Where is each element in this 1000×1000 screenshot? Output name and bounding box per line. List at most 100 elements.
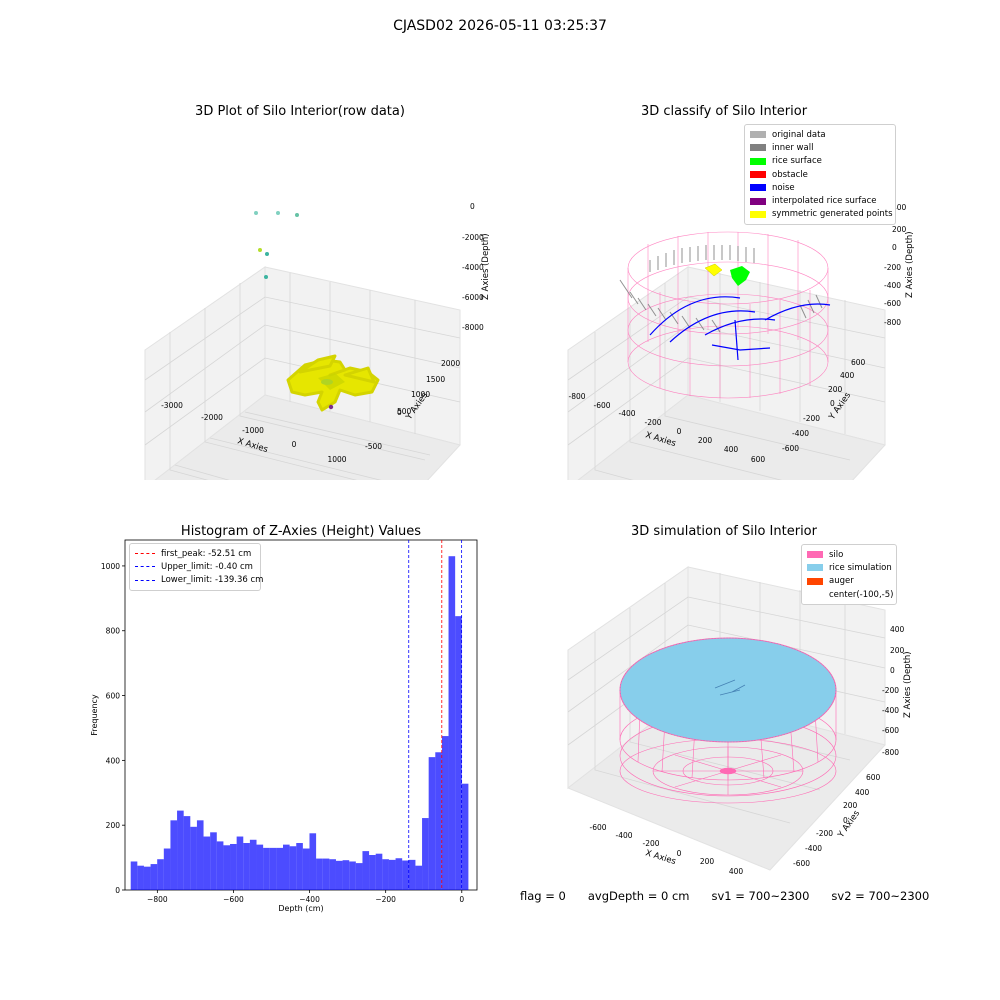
histogram-bar [455,616,462,890]
raw-outlier-point [328,404,334,410]
classify-z-label: Z Axies (Depth) [905,231,915,298]
classify-z-tick: -600 [884,299,901,308]
legend-swatch [807,564,823,572]
raw-y-tick: 1500 [426,375,445,384]
classify-x-tick: -400 [618,409,635,418]
simulation-y-tick: 600 [866,773,881,782]
histogram-y-tick-label: 1000 [101,562,120,571]
histogram-y-tick-label: 400 [106,756,121,765]
raw-z-label: Z Axies (Depth) [481,233,491,300]
histogram-x-tick-label: 0 [459,895,464,904]
simulation-z-tick: -800 [882,748,899,757]
raw-y-tick: 1000 [411,390,430,399]
legend-label: rice surface [772,156,822,167]
status-bar: flag = 0 avgDepth = 0 cm sv1 = 700~2300 sv2… [520,889,929,903]
simulation-rice-surface [619,637,837,743]
classify-x-ticks: -800 -600 -400 -200 0 200 400 600 [568,392,765,464]
histogram-chart: −800 −600 −400 −200 0 0 200 400 600 800 1000 Dept… [90,539,478,913]
histogram-bar [422,818,429,890]
raw-z-tick: -8000 [462,323,484,332]
histogram-x-tick-label: −400 [299,895,320,904]
classify-silo-wireframe [627,231,829,399]
raw-z-tick: -2000 [462,233,484,242]
simulation-z-label: Z Axies (Depth) [903,651,913,718]
histogram-bar [415,865,423,890]
classify-x-tick: 400 [724,445,739,454]
histogram-bar [190,826,197,890]
legend-label: Lower_limit: -139.36 cm [161,575,264,586]
legend-swatch [750,197,766,205]
histogram-title: Histogram of Z-Axies (Height) Values [180,524,422,539]
legend-item-original-data: original data [750,128,890,141]
raw-outlier-point [295,213,299,217]
raw-scatter-points [254,211,380,412]
legend-item-rice-surface: rice surface [750,155,890,168]
avg-depth-status: avgDepth = 0 cm [587,889,690,903]
legend-swatch [750,131,766,139]
raw-z-tick: -4000 [462,263,484,272]
simulation-legend: silo rice simulation auger center(-100,-… [801,544,897,606]
simulation-z-tick: -400 [882,706,899,715]
histogram-vlines [408,540,463,890]
histogram-bar [329,859,336,890]
histogram-bar [163,848,171,890]
histogram-bar [388,859,396,890]
histogram-x-label: Depth (cm) [278,904,323,913]
simulation-z-tick: -200 [882,686,899,695]
raw-y-tick: 0 [397,408,402,417]
legend-item-silo: silo [807,548,891,561]
simulation-z-tick: 400 [890,625,905,634]
legend-item-noise: noise [750,181,890,194]
legend-swatch [750,171,766,179]
histogram-bar [382,859,389,890]
raw-x-tick: 0 [292,440,297,449]
histogram-bar [395,858,403,890]
classify-y-tick: -400 [792,429,809,438]
histogram-bar [448,556,456,890]
histogram-bar [322,858,330,890]
legend-swatch [750,210,766,218]
sv1-status: sv1 = 700~2300 [711,889,810,903]
histogram-bar [256,844,264,890]
raw-outlier-point [254,211,258,215]
histogram-bar [289,846,297,890]
simulation-z-tick: 200 [890,646,905,655]
legend-label: original data [772,129,826,140]
histogram-bar [283,844,290,890]
histogram-bar [143,866,151,890]
classify-z-tick: 200 [892,225,907,234]
classify-x-tick: 600 [751,455,766,464]
raw-outlier-point [264,275,268,279]
simulation-y-label: Y Axies [836,808,863,840]
legend-label: noise [772,182,795,193]
simulation-x-tick: 400 [729,867,744,876]
histogram-bars [130,556,469,890]
classify-plot-title: 3D classify of Silo Interior [640,104,808,119]
legend-item-upper-limit: Upper_limit: -0.40 cm [135,560,255,573]
histogram-bar [441,736,449,890]
classify-y-ticks: -600 -400 -200 0 200 400 600 [782,358,866,453]
histogram-bar [435,752,442,890]
histogram-bar [150,864,158,890]
legend-swatch [750,157,766,165]
legend-label: obstacle [772,169,808,180]
classify-3d-plot: -800 -600 -400 -200 0 200 400 600 X Axie… [567,203,915,480]
histogram-bar [335,860,343,890]
histogram-bar [130,861,138,890]
classify-y-tick: 0 [830,399,835,408]
legend-swatch [807,591,823,598]
classify-noise-points [649,296,831,361]
classify-symmetric-points [704,263,723,277]
histogram-bar [375,853,383,890]
histogram-bar [461,783,469,890]
classify-z-tick: -800 [884,318,901,327]
raw-z-ticks: 0 -2000 -4000 -6000 -8000 [462,202,484,332]
classify-z-ticks: 400 200 0 -200 -400 -600 -800 [884,203,907,327]
raw-x-tick: -1000 [242,426,264,435]
legend-label: inner wall [772,142,814,153]
simulation-y-tick: -400 [805,844,822,853]
simulation-y-tick: 400 [855,788,870,797]
simulation-x-tick: 0 [677,849,682,858]
histogram-bar [269,847,277,890]
legend-swatch [807,577,823,585]
